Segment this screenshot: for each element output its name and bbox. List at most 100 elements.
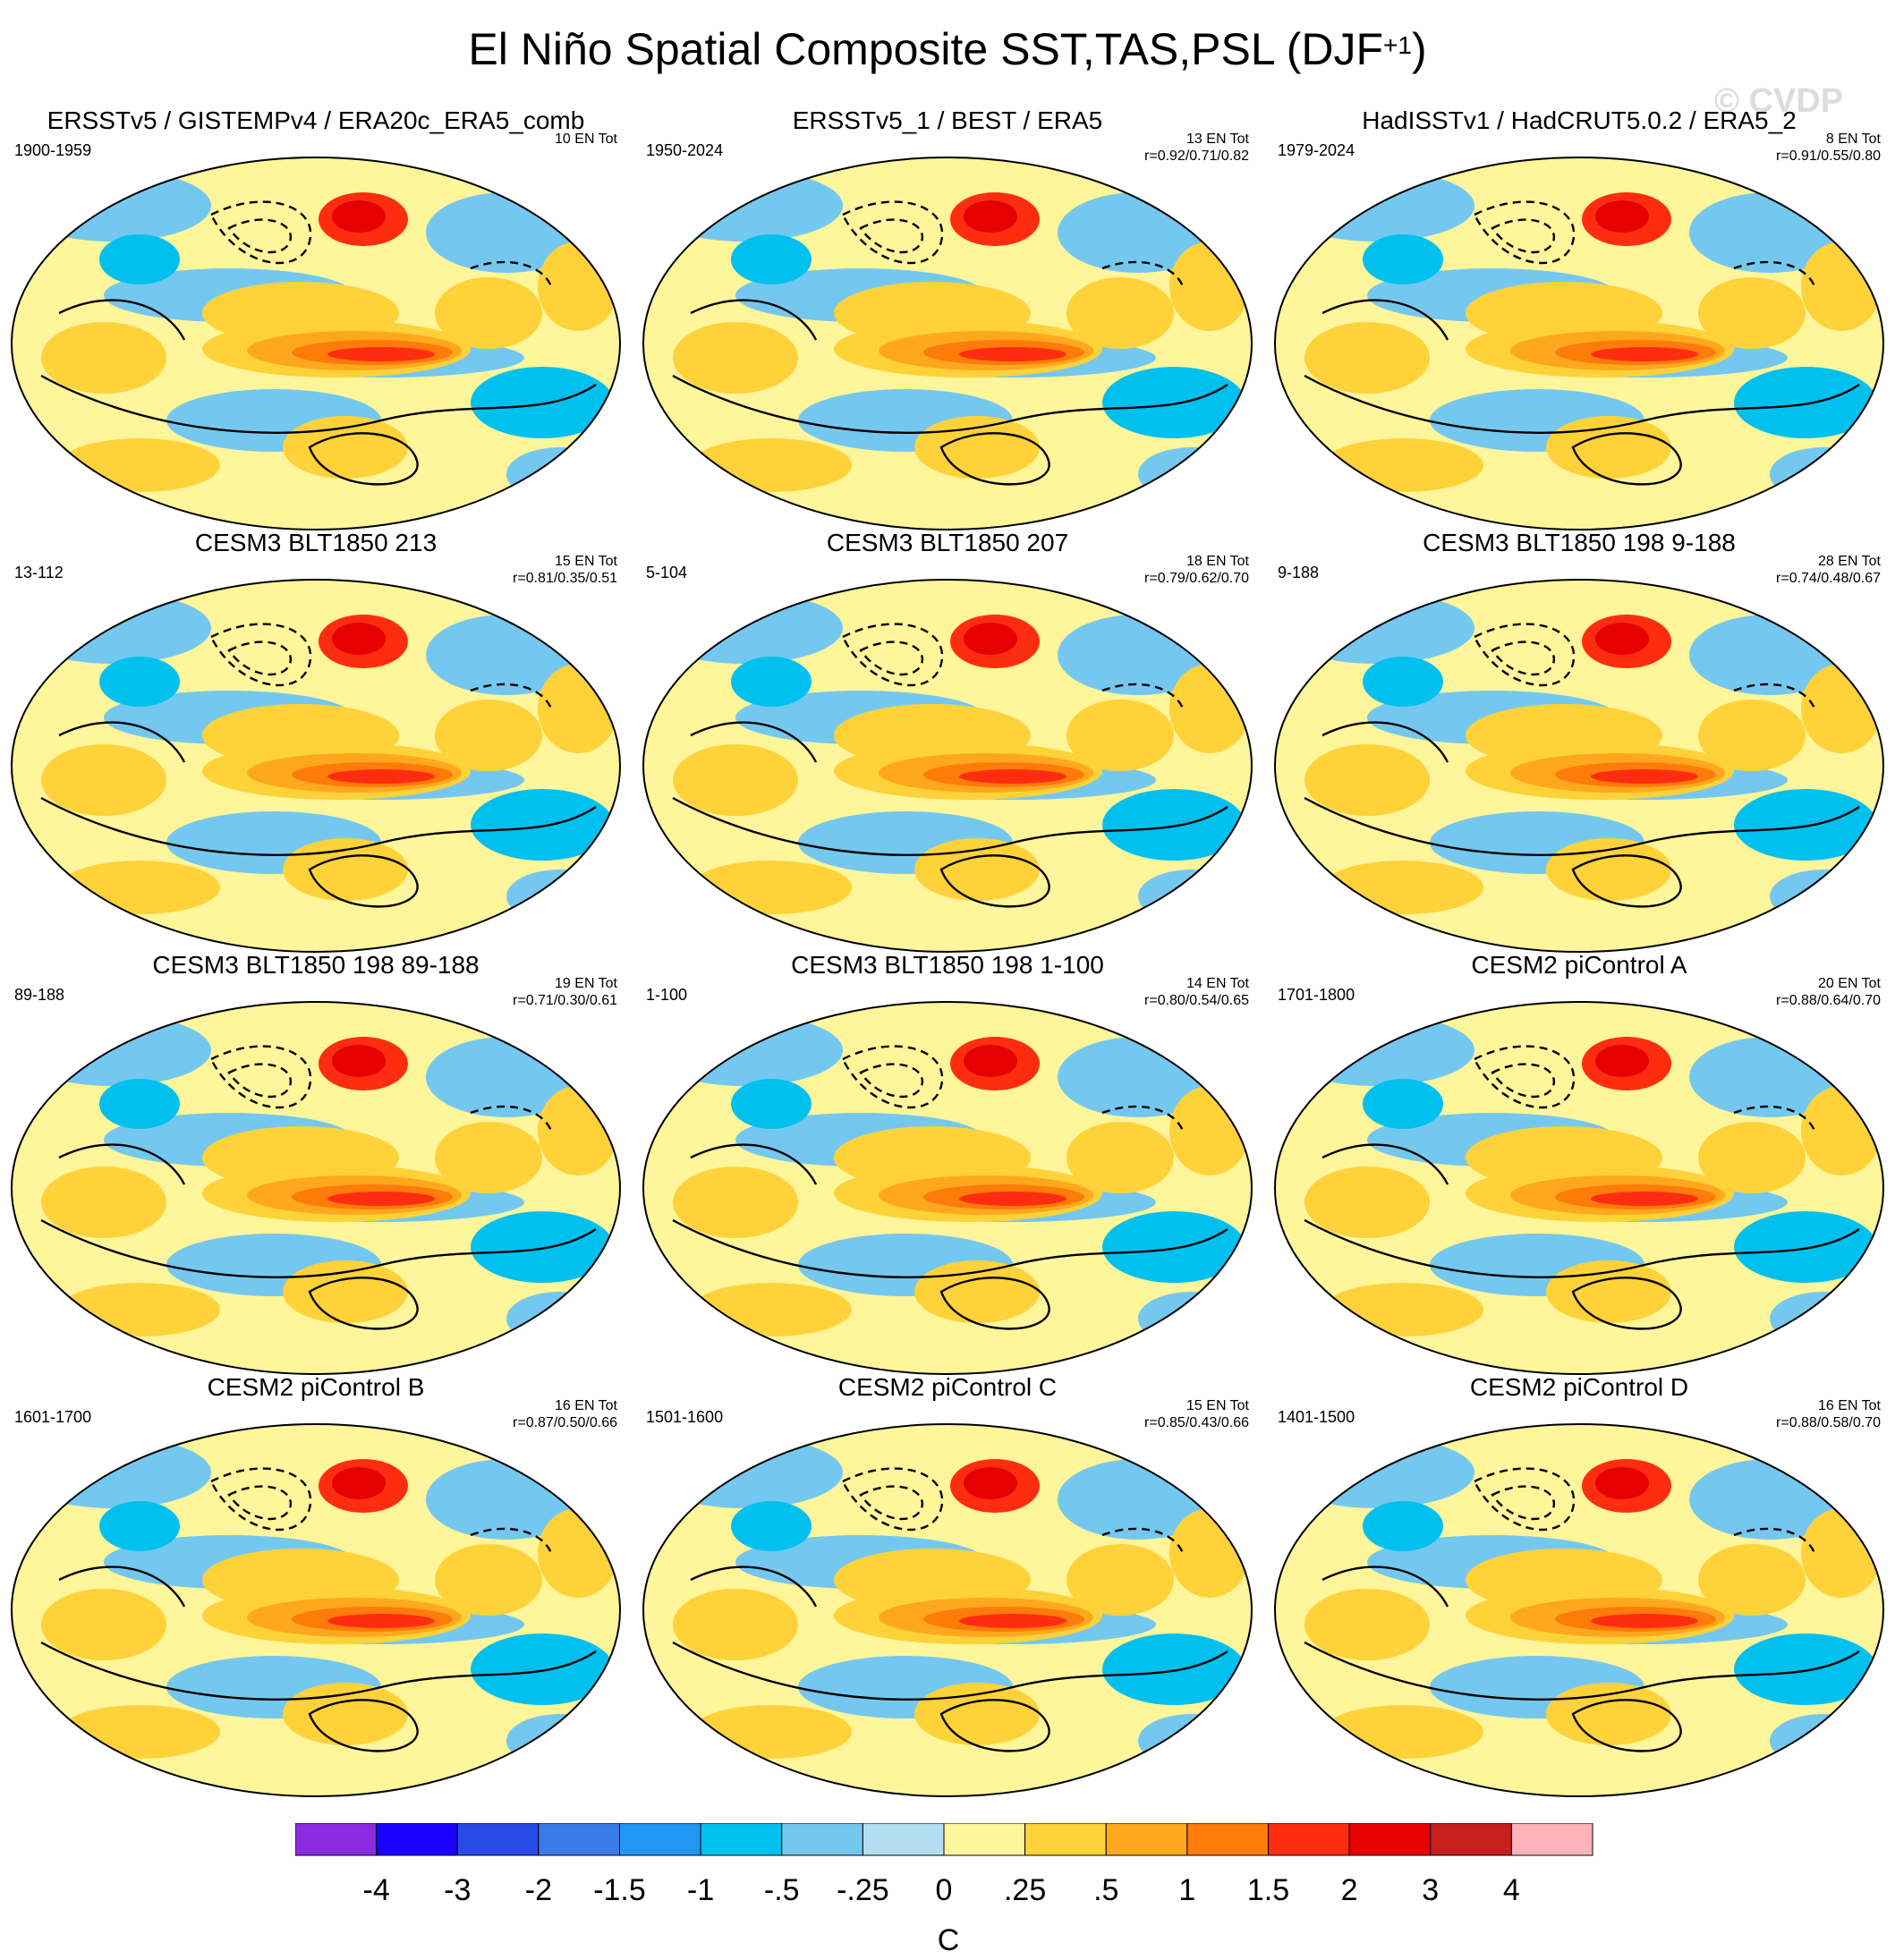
- anomaly-region: [471, 367, 614, 438]
- anomaly-region: [1066, 1544, 1174, 1616]
- colorbar-swatch: [862, 1823, 945, 1856]
- psl-contour: [1491, 218, 1556, 254]
- anomaly-region: [673, 744, 798, 816]
- psl-contour: [470, 683, 553, 709]
- psl-contour: [841, 623, 944, 687]
- psl-contour: [1321, 1565, 1449, 1608]
- psl-contour: [1304, 1218, 1860, 1278]
- anomaly-region: [283, 1260, 408, 1323]
- anomaly-region: [691, 1705, 852, 1759]
- panel-count-label: 10 EN Tot: [555, 132, 617, 147]
- anomaly-region: [1304, 1589, 1430, 1660]
- psl-contour: [672, 796, 1228, 856]
- psl-contour: [672, 374, 1228, 434]
- robinson-map: [642, 1001, 1253, 1375]
- anomaly-region: [1734, 367, 1877, 438]
- anomaly-region: [435, 1122, 542, 1193]
- anomaly-region: [1546, 416, 1671, 479]
- anomaly-region: [1698, 1544, 1806, 1616]
- psl-contour: [227, 641, 293, 676]
- psl-contour: [209, 1467, 312, 1532]
- panel-count-label: 20 EN Tot: [1818, 976, 1881, 991]
- colorbar-swatch: [538, 1823, 620, 1856]
- panel-event-count: 16 EN Tot r=0.88/0.58/0.70: [1776, 1397, 1881, 1431]
- anomaly-region: [914, 838, 1040, 901]
- panel-title: CESM2 piControl C: [837, 1373, 1058, 1401]
- map-outline: [642, 1001, 1253, 1375]
- anomaly-region: [691, 861, 852, 914]
- panel-title: HadISSTv1 / HadCRUT5.0.2 / ERA5_2: [1362, 106, 1797, 134]
- colorbar-tick-label: 3: [1422, 1873, 1439, 1907]
- anomaly-region: [1591, 769, 1698, 784]
- colorbar-swatch: [1268, 1823, 1350, 1856]
- psl-contour: [470, 1105, 553, 1132]
- robinson-map: [1274, 579, 1884, 953]
- psl-contour: [1321, 1143, 1449, 1185]
- psl-contour: [1304, 374, 1860, 434]
- anomaly-region: [327, 769, 435, 784]
- map-panel: CESM2 piControl B 1601-1700 16 EN Tot r=0.8…: [0, 1372, 632, 1820]
- map-panel: ERSSTv5 / GISTEMPv4 / ERA20c_ERA5_comb 19…: [0, 106, 632, 553]
- psl-contour: [690, 1565, 818, 1608]
- map-panel: CESM2 piControl A 1701-1800 20 EN Tot r=0.8…: [1263, 950, 1895, 1397]
- anomaly-region: [1546, 838, 1671, 901]
- anomaly-region: [41, 1167, 166, 1238]
- anomaly-region: [1591, 347, 1698, 361]
- panel-correlation: r=0.92/0.71/0.82: [1144, 148, 1249, 164]
- panel-period: 1979-2024: [1278, 141, 1355, 159]
- map-outline: [1274, 1423, 1884, 1797]
- panel-period: 1900-1959: [14, 141, 92, 159]
- panel-period: 89-188: [14, 986, 65, 1004]
- psl-contour: [1571, 432, 1682, 486]
- panel-event-count: 10 EN Tot: [555, 131, 617, 148]
- map-outline: [1274, 157, 1884, 530]
- anomaly-region: [1595, 1045, 1649, 1077]
- panel-title: CESM3 BLT1850 198 89-188: [152, 951, 480, 979]
- psl-contour: [58, 1565, 186, 1608]
- panel-event-count: 28 EN Tot r=0.74/0.48/0.67: [1776, 553, 1881, 587]
- robinson-map: [1274, 1423, 1884, 1797]
- panel-event-count: 13 EN Tot r=0.92/0.71/0.82: [1144, 131, 1249, 165]
- anomaly-region: [673, 1167, 798, 1238]
- anomaly-region: [1066, 277, 1174, 349]
- anomaly-region: [471, 789, 614, 861]
- anomaly-region: [59, 1705, 220, 1759]
- anomaly-region: [1322, 1283, 1483, 1336]
- map-panel: HadISSTv1 / HadCRUT5.0.2 / ERA5_2 1979-20…: [1263, 106, 1895, 553]
- anomaly-region: [1734, 1211, 1877, 1283]
- psl-contour: [1733, 683, 1816, 709]
- anomaly-region: [327, 347, 435, 361]
- anomaly-region: [1322, 438, 1483, 492]
- anomaly-region: [1066, 700, 1174, 771]
- anomaly-region: [59, 1283, 220, 1336]
- anomaly-region: [435, 700, 542, 771]
- anomaly-region: [1363, 1501, 1443, 1551]
- anomaly-region: [435, 277, 542, 349]
- robinson-map: [11, 1001, 621, 1375]
- panel-count-label: 15 EN Tot: [555, 554, 617, 569]
- panel-count-label: 28 EN Tot: [1818, 554, 1881, 569]
- anomaly-region: [1591, 1192, 1698, 1206]
- robinson-map: [11, 579, 621, 953]
- anomaly-region: [964, 623, 1017, 655]
- robinson-map: [11, 1423, 621, 1797]
- anomaly-region: [435, 1544, 542, 1616]
- colorbar-tick-label: 1.5: [1247, 1873, 1289, 1907]
- anomaly-region: [1595, 1467, 1649, 1499]
- psl-contour: [1101, 683, 1185, 709]
- panel-period: 1-100: [646, 986, 688, 1004]
- psl-contour: [308, 1699, 419, 1752]
- panel-correlation: r=0.87/0.50/0.66: [513, 1415, 617, 1430]
- psl-contour: [1101, 1527, 1185, 1554]
- psl-contour: [841, 200, 944, 265]
- map-panel: CESM3 BLT1850 207 5-104 18 EN Tot r=0.79/0.…: [632, 528, 1263, 975]
- anomaly-region: [1698, 700, 1806, 771]
- panel-title: CESM2 piControl B: [207, 1373, 425, 1401]
- robinson-map: [11, 157, 621, 530]
- psl-contour: [227, 1485, 293, 1521]
- anomaly-region: [731, 234, 812, 284]
- anomaly-region: [471, 1211, 614, 1283]
- psl-contour: [470, 260, 553, 287]
- colorbar-tick-label: -1.5: [593, 1873, 646, 1907]
- panel-count-label: 19 EN Tot: [555, 976, 617, 991]
